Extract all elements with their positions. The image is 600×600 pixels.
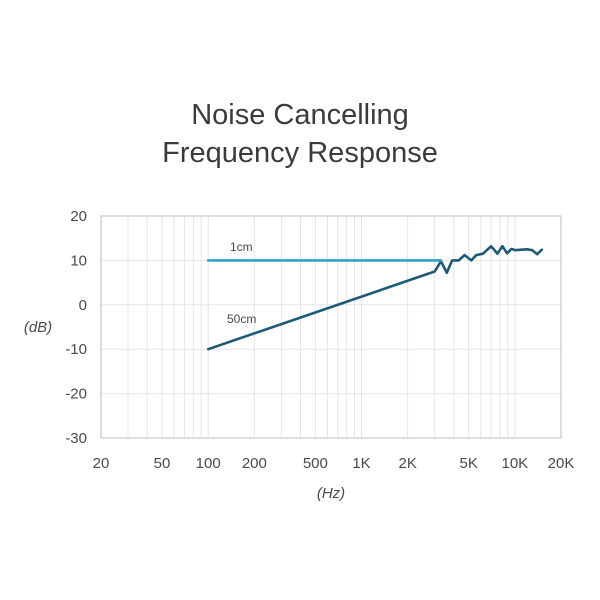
x-tick-label: 50 — [154, 455, 171, 472]
x-tick-label: 20 — [93, 455, 110, 472]
y-tick-label: 10 — [70, 252, 87, 269]
x-axis-label: (Hz) — [317, 485, 345, 502]
x-tick-label: 200 — [242, 455, 267, 472]
chart-title: Noise Cancelling Frequency Response — [0, 96, 600, 172]
series-line-50cm — [206, 244, 544, 351]
y-tick-label: -30 — [65, 430, 87, 447]
x-tick-label: 10K — [501, 455, 528, 472]
chart-title-line-2: Frequency Response — [162, 137, 438, 169]
x-tick-label: 100 — [196, 455, 221, 472]
series-label-50cm: 50cm — [227, 312, 256, 326]
y-tick-label: 20 — [70, 208, 87, 225]
x-tick-label: 1K — [352, 455, 370, 472]
x-tick-label: 2K — [398, 455, 416, 472]
chart-title-line-1: Noise Cancelling — [191, 99, 409, 131]
y-tick-label: -10 — [65, 341, 87, 358]
x-tick-label: 500 — [303, 455, 328, 472]
plot-frame — [100, 215, 562, 439]
y-tick-label: 0 — [79, 297, 87, 314]
series-label-1cm: 1cm — [230, 240, 253, 254]
y-axis-label: (dB) — [24, 319, 52, 336]
x-tick-label: 20K — [548, 455, 575, 472]
series-lines — [206, 244, 544, 351]
y-tick-label: -20 — [65, 386, 87, 403]
grid — [101, 216, 561, 438]
x-tick-label: 5K — [460, 455, 478, 472]
